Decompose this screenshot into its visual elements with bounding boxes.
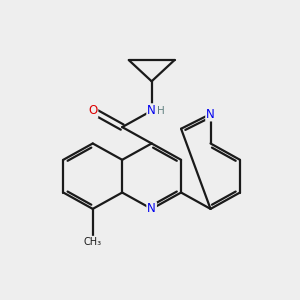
Text: N: N	[147, 202, 156, 215]
Text: CH₃: CH₃	[84, 237, 102, 247]
Text: O: O	[88, 104, 98, 117]
Text: N: N	[147, 104, 156, 117]
Text: N: N	[206, 107, 215, 121]
Text: H: H	[157, 106, 165, 116]
